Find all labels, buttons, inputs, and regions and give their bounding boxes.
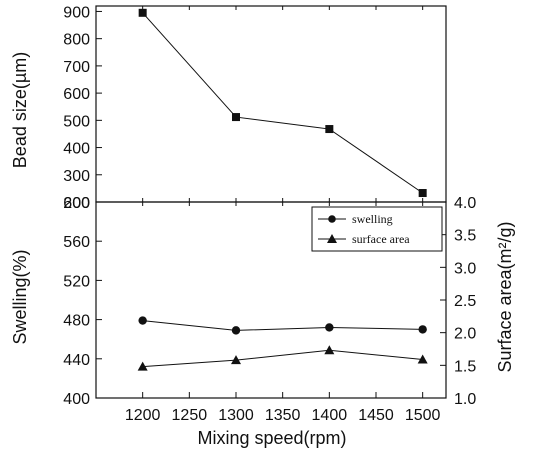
bottom-right-y-tick-label: 4.0 <box>454 195 476 212</box>
x-axis-title: Mixing speed(rpm) <box>197 428 346 448</box>
bottom-right-y-tick-label: 2.0 <box>454 326 476 343</box>
top-y-tick-label: 200 <box>63 195 90 212</box>
bottom-right-y-tick-label: 3.5 <box>454 228 476 245</box>
swelling-point <box>138 316 147 325</box>
swelling-legend-label: swelling <box>352 212 393 226</box>
swelling-legend-marker <box>328 215 336 223</box>
x-tick-label: 1400 <box>312 407 348 424</box>
x-tick-label: 1200 <box>125 407 161 424</box>
bottom-left-y-axis-title: Swelling(%) <box>10 249 30 344</box>
swelling-point <box>325 323 334 332</box>
tick-labels: 1200 1250 1300 1350 1400 1450 1500 200 300 400 500… <box>63 4 476 424</box>
bead-size-point <box>138 8 147 17</box>
bottom-left-y-tick-label: 480 <box>63 313 90 330</box>
swelling-point <box>231 326 241 335</box>
surface-area-point <box>417 354 428 364</box>
bead-size-point <box>418 189 427 198</box>
bead-size-point <box>325 125 334 134</box>
surface-area-line <box>142 349 423 368</box>
bottom-right-y-tick-label: 1.5 <box>454 358 476 375</box>
bottom-right-y-tick-label: 3.0 <box>454 260 476 277</box>
bottom-left-y-tick-label: 600 <box>63 195 90 212</box>
surface-area-point <box>324 345 335 355</box>
bottom-right-y-tick-label: 1.0 <box>454 391 476 408</box>
bottom-left-y-tick-label: 440 <box>63 352 90 369</box>
top-y-tick-label: 800 <box>63 32 90 49</box>
swelling-line <box>142 320 423 331</box>
x-tick-label: 1300 <box>218 407 254 424</box>
legend: swelling surface area <box>311 206 443 252</box>
surface-area-legend-marker <box>327 234 337 243</box>
legend-box <box>311 206 443 252</box>
bottom-right-y-axis-title: Surface area(m²/g) <box>495 221 515 372</box>
bead-size-point <box>232 113 240 122</box>
top-y-tick-label: 300 <box>63 168 90 185</box>
bottom-right-y-tick-label: 2.5 <box>454 293 476 310</box>
top-y-tick-label: 400 <box>63 141 90 158</box>
data-series <box>137 8 428 371</box>
bottom-left-y-tick-label: 560 <box>63 234 90 251</box>
top-y-tick-label: 500 <box>63 113 90 130</box>
surface-area-legend-label: surface area <box>352 232 410 246</box>
surface-area-point <box>231 355 241 365</box>
bottom-left-y-tick-label: 520 <box>63 273 90 290</box>
top-y-tick-label: 600 <box>63 86 90 103</box>
top-y-tick-label: 700 <box>63 59 90 76</box>
plot-frames <box>95 5 447 399</box>
x-tick-label: 1350 <box>265 407 301 424</box>
surface-area-point <box>137 361 148 371</box>
x-tick-label: 1250 <box>172 407 208 424</box>
bottom-left-y-tick-label: 400 <box>63 391 90 408</box>
x-tick-label: 1500 <box>405 407 441 424</box>
top-y-axis-title: Bead size(µm) <box>10 52 30 168</box>
swelling-point <box>418 325 427 334</box>
top-y-tick-label: 900 <box>63 4 90 21</box>
x-tick-label: 1450 <box>358 407 394 424</box>
bead-size-line <box>142 12 423 194</box>
